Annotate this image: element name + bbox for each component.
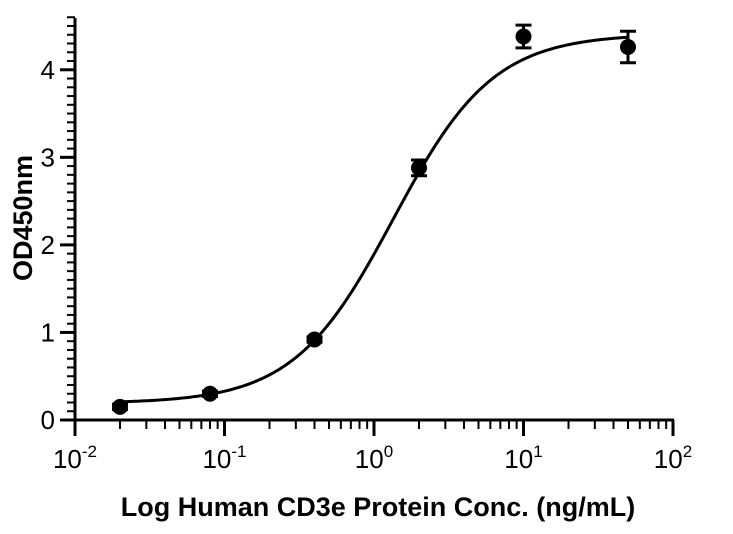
data-point <box>411 159 428 176</box>
data-points <box>112 28 636 415</box>
error-bars <box>112 23 636 411</box>
y-tick-label: 3 <box>41 142 55 172</box>
x-tick-label: 10-2 <box>53 442 97 474</box>
y-tick-label: 4 <box>41 55 55 85</box>
y-tick-label: 2 <box>41 230 55 260</box>
x-tick-label: 10-1 <box>202 442 246 474</box>
data-point <box>619 39 636 56</box>
x-tick-label: 100 <box>355 442 393 474</box>
x-axis-tick-labels: 10-2 10-1 100 101 102 <box>53 442 692 474</box>
data-point <box>112 398 129 415</box>
data-point <box>306 331 323 348</box>
data-point <box>202 385 219 402</box>
y-axis-title: OD450nm <box>8 155 38 281</box>
x-tick-label: 102 <box>654 442 692 474</box>
y-axis-tick-labels: 0 1 2 3 4 <box>41 55 55 435</box>
y-tick-label: 0 <box>41 405 55 435</box>
fit-curve <box>119 35 629 404</box>
data-point <box>515 28 532 45</box>
x-axis-major-ticks <box>73 420 675 436</box>
y-axis-major-ticks <box>60 68 75 422</box>
x-axis-title: Log Human CD3e Protein Conc. (ng/mL) <box>121 492 636 522</box>
x-tick-label: 101 <box>504 442 542 474</box>
y-tick-label: 1 <box>41 317 55 347</box>
